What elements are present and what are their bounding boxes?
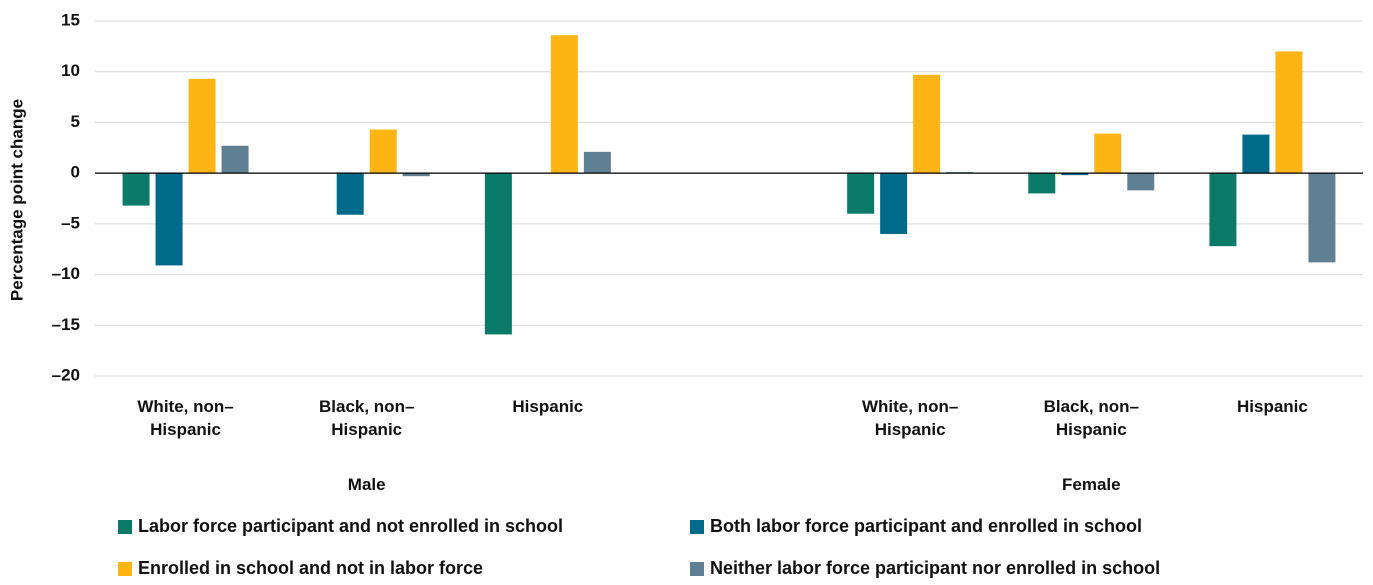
bar xyxy=(583,151,611,174)
bar xyxy=(122,173,150,206)
legend-item: Neither labor force participant nor enro… xyxy=(690,558,1160,579)
bar xyxy=(221,145,249,174)
group-label: Female xyxy=(1061,475,1121,494)
bar xyxy=(847,173,875,214)
y-tick-label: –20 xyxy=(52,365,80,384)
bar xyxy=(1061,173,1089,176)
legend-item: Enrolled in school and not in labor forc… xyxy=(118,558,483,579)
x-tick-label: Black, non–Hispanic xyxy=(318,397,415,439)
bar xyxy=(1242,134,1270,174)
bar xyxy=(155,173,183,266)
bar xyxy=(484,173,512,335)
legend-label: Labor force participant and not enrolled… xyxy=(138,516,564,536)
x-tick-label: Hispanic xyxy=(1236,397,1308,416)
bar xyxy=(402,173,430,177)
x-tick-label: White, non–Hispanic xyxy=(137,397,234,439)
bar xyxy=(880,173,908,234)
legend-label: Enrolled in school and not in labor forc… xyxy=(138,558,484,578)
y-tick-label: 10 xyxy=(61,61,80,80)
legend-item: Labor force participant and not enrolled… xyxy=(118,516,563,537)
bar xyxy=(1028,173,1056,194)
y-tick-label: –10 xyxy=(52,264,80,283)
legend-label: Both labor force participant and enrolle… xyxy=(710,516,1143,536)
bar xyxy=(336,173,364,215)
bar xyxy=(550,35,578,174)
y-tick-label: –5 xyxy=(61,213,80,232)
bar xyxy=(913,74,941,174)
bar xyxy=(1275,51,1303,174)
x-tick-label: White, non–Hispanic xyxy=(861,397,959,439)
legend-swatch xyxy=(690,561,704,576)
legend-swatch xyxy=(118,561,132,576)
bar xyxy=(188,78,216,174)
x-tick-label: Black, non–Hispanic xyxy=(1043,397,1139,439)
y-tick-label: –15 xyxy=(52,315,80,334)
bar xyxy=(1209,173,1237,247)
y-axis-title: Percentage point change xyxy=(7,99,26,301)
y-tick-label: 15 xyxy=(61,10,80,29)
bar xyxy=(1127,173,1155,191)
legend-label: Neither labor force participant nor enro… xyxy=(710,558,1161,578)
bar xyxy=(1094,133,1122,174)
bar xyxy=(369,129,397,174)
legend-swatch xyxy=(118,519,132,534)
legend-item: Both labor force participant and enrolle… xyxy=(690,516,1142,537)
y-tick-label: 5 xyxy=(71,112,80,131)
legend-swatch xyxy=(690,519,704,534)
group-label: Male xyxy=(347,475,386,494)
x-tick-label: Hispanic xyxy=(512,397,584,416)
bar xyxy=(1308,173,1336,263)
y-tick-label: 0 xyxy=(71,163,80,182)
